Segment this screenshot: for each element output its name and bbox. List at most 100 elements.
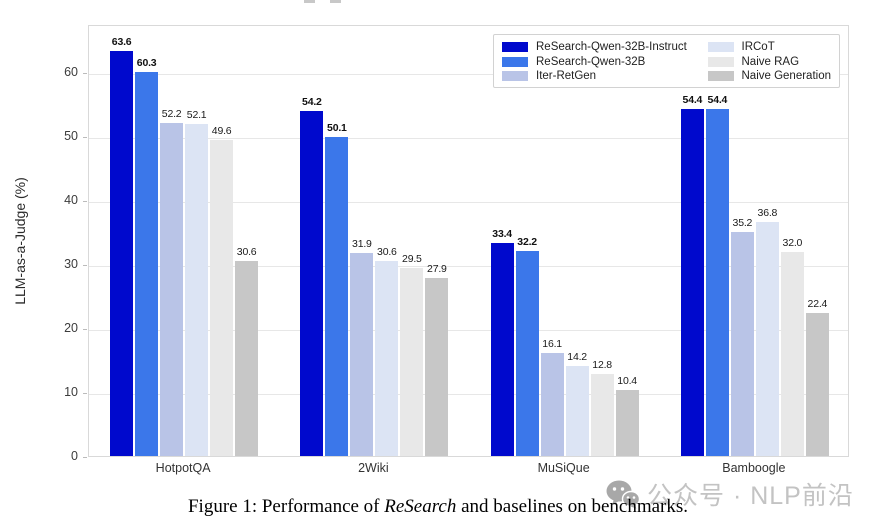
bar-value-label: 36.8 [757, 206, 778, 219]
bar-value-label: 31.9 [352, 237, 372, 250]
y-tick-label-60: 60 [64, 65, 78, 79]
y-tick-label-10: 10 [64, 385, 78, 399]
legend-label: Naive RAG [741, 55, 800, 68]
bar-2Wiki-Naive RAG: 29.5 [400, 253, 424, 456]
gridline-y-10 [89, 394, 848, 395]
legend-column-2: IRCoT Naive RAG Naive Generation [707, 40, 832, 83]
bar-value-label: 29.5 [402, 253, 422, 266]
bar-value-label: 33.4 [492, 228, 512, 241]
y-tick-mark [83, 393, 87, 394]
y-tick-mark [83, 137, 87, 138]
bar-HotpotQA-IRCoT: 52.1 [185, 109, 209, 456]
bar-2Wiki-ReSearch-Qwen-32B: 50.1 [325, 122, 349, 456]
caption-suffix: and baselines on benchmarks. [456, 496, 689, 517]
bar-2Wiki-Naive Generation: 27.9 [425, 263, 449, 456]
bar-HotpotQA-ReSearch-Qwen-32B-Instruct: 63.6 [110, 36, 134, 456]
bar-group-HotpotQA: 63.6 60.3 52.2 52.1 49.6 30.6 [110, 26, 259, 456]
legend-swatch-icon [707, 71, 734, 81]
bar-value-label: 54.4 [707, 94, 728, 107]
y-tick-label-20: 20 [64, 321, 78, 335]
bar-2Wiki-Iter-RetGen: 31.9 [350, 238, 374, 456]
y-tick-mark [83, 73, 87, 74]
bar-MuSiQue-Naive RAG: 12.8 [590, 359, 614, 456]
cropped-text-remnant [330, 0, 341, 3]
bar-2Wiki-ReSearch-Qwen-32B-Instruct: 54.2 [300, 96, 324, 456]
legend-label: Iter-RetGen [536, 70, 597, 82]
legend: ReSearch-Qwen-32B-Instruct ReSearch-Qwen-… [493, 34, 840, 88]
bar-value-label: 32.2 [517, 235, 537, 248]
bar-value-label: 27.9 [427, 263, 447, 276]
bar-MuSiQue-IRCoT: 14.2 [565, 351, 589, 456]
y-tick-label-40: 40 [64, 193, 78, 207]
legend-label: Naive Generation [741, 70, 832, 82]
bar-value-label: 10.4 [617, 374, 637, 387]
bar-Bamboogle-ReSearch-Qwen-32B-Instruct: 54.4 [680, 94, 704, 456]
figure-caption: Figure 1: Performance of ReSearch and ba… [0, 496, 876, 518]
bar-value-label: 52.1 [186, 109, 207, 122]
y-tick-label-0: 0 [71, 449, 78, 463]
legend-label: IRCoT [741, 41, 775, 53]
legend-item-Iter-RetGen: Iter-RetGen [502, 69, 708, 83]
legend-label: ReSearch-Qwen-32B-Instruct [536, 41, 687, 53]
bar-value-label: 35.2 [732, 216, 753, 229]
legend-swatch-icon [502, 56, 528, 67]
bar-value-label: 22.4 [807, 298, 828, 311]
bar-value-label: 50.1 [327, 121, 347, 134]
bar-HotpotQA-Naive Generation: 30.6 [235, 246, 259, 456]
bar-value-label: 30.6 [377, 246, 397, 259]
bar-MuSiQue-ReSearch-Qwen-32B: 32.2 [515, 236, 539, 456]
bar-Bamboogle-Naive RAG: 32.0 [780, 237, 804, 456]
bar-value-label: 30.6 [236, 246, 257, 259]
bar-value-label: 60.3 [136, 56, 157, 69]
bar-HotpotQA-Naive RAG: 49.6 [210, 125, 234, 456]
bar-group-MuSiQue: 33.4 32.2 16.1 14.2 12.8 10.4 [490, 26, 639, 456]
bar-value-label: 32.0 [782, 237, 803, 250]
bar-HotpotQA-ReSearch-Qwen-32B: 60.3 [135, 57, 159, 456]
bar-Bamboogle-Iter-RetGen: 35.2 [730, 217, 754, 456]
legend-swatch-icon [502, 42, 528, 52]
bar-group-Bamboogle: 54.4 54.4 35.2 36.8 32.0 22.4 [680, 26, 829, 456]
x-tick-label-HotpotQA: HotpotQA [155, 461, 211, 475]
gridline-y-20 [89, 330, 848, 331]
bar-value-label: 49.6 [211, 125, 232, 138]
y-tick-mark [83, 329, 87, 330]
legend-item-ReSearch-Qwen-32B: ReSearch-Qwen-32B [502, 55, 708, 69]
cropped-text-remnant [304, 0, 315, 3]
legend-swatch-icon [707, 56, 734, 67]
y-tick-label-30: 30 [64, 257, 78, 271]
bar-Bamboogle-ReSearch-Qwen-32B: 54.4 [705, 94, 729, 456]
bar-value-label: 54.4 [682, 94, 703, 107]
bar-value-label: 52.2 [161, 108, 182, 121]
legend-item-IRCoT: IRCoT [707, 40, 832, 54]
legend-item-ReSearch-Qwen-32B-Instruct: ReSearch-Qwen-32B-Instruct [502, 40, 708, 54]
bar-Bamboogle-IRCoT: 36.8 [755, 207, 779, 456]
gridline-y-50 [89, 138, 848, 139]
x-tick-label-Bamboogle: Bamboogle [722, 461, 786, 475]
caption-prefix: Figure 1: Performance of [187, 496, 385, 517]
y-tick-mark [83, 201, 87, 202]
bar-HotpotQA-Iter-RetGen: 52.2 [160, 108, 184, 456]
bar-2Wiki-IRCoT: 30.6 [375, 246, 399, 456]
legend-item-Naive RAG: Naive RAG [707, 55, 832, 69]
plot-area: 63.6 60.3 52.2 52.1 49.6 30.6 54.2 50.1 31.9 30.6… [88, 25, 849, 457]
bar-Bamboogle-Naive Generation: 22.4 [805, 298, 829, 456]
bar-value-label: 12.8 [592, 359, 612, 372]
legend-column-1: ReSearch-Qwen-32B-Instruct ReSearch-Qwen-… [502, 40, 708, 83]
x-tick-label-2Wiki: 2Wiki [358, 461, 389, 475]
gridline-y-30 [89, 266, 848, 267]
y-tick-mark [83, 265, 87, 266]
bar-MuSiQue-Iter-RetGen: 16.1 [540, 338, 564, 456]
y-axis-title: LLM-as-a-Judge (%) [12, 177, 28, 305]
gridline-y-40 [89, 202, 848, 203]
legend-item-Naive Generation: Naive Generation [707, 69, 832, 83]
bar-value-label: 14.2 [567, 350, 587, 363]
bar-MuSiQue-Naive Generation: 10.4 [615, 375, 639, 456]
bar-value-label: 16.1 [542, 338, 562, 351]
caption-italic-term: ReSearch [384, 496, 457, 517]
x-tick-label-MuSiQue: MuSiQue [537, 461, 590, 475]
bar-value-label: 63.6 [111, 35, 132, 48]
bar-group-2Wiki: 54.2 50.1 31.9 30.6 29.5 27.9 [300, 26, 449, 456]
bar-value-label: 54.2 [302, 95, 322, 108]
y-tick-mark [83, 457, 87, 458]
